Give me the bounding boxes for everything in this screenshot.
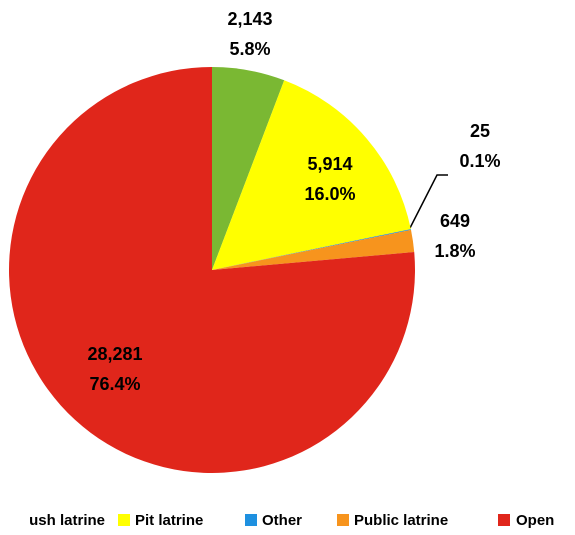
value-label: 649: [440, 211, 470, 231]
pie-slice: [9, 67, 416, 473]
value-label: 25: [470, 121, 490, 141]
legend-label: ush latrine: [29, 512, 105, 529]
leader-line: [409, 174, 448, 229]
legend-label: Open: [516, 512, 554, 529]
pie-slice: [212, 229, 415, 270]
pie-slice: [212, 80, 411, 271]
legend-swatch: [245, 514, 257, 526]
percent-label: 1.8%: [434, 241, 475, 261]
value-label: 2,143: [227, 9, 272, 29]
legend-label: Public latrine: [354, 512, 448, 529]
pie-slice: [212, 67, 285, 270]
percent-label: 16.0%: [304, 184, 355, 204]
value-label: 28,281: [87, 344, 142, 364]
legend-swatch: [337, 514, 349, 526]
legend-label: Pit latrine: [135, 512, 203, 529]
legend-swatch: [498, 514, 510, 526]
percent-label: 76.4%: [89, 374, 140, 394]
legend-label: Other: [262, 512, 302, 529]
value-label: 5,914: [307, 154, 352, 174]
pie-slice: [212, 229, 412, 270]
legend-swatch: [118, 514, 130, 526]
percent-label: 0.1%: [459, 151, 500, 171]
percent-label: 5.8%: [229, 39, 270, 59]
